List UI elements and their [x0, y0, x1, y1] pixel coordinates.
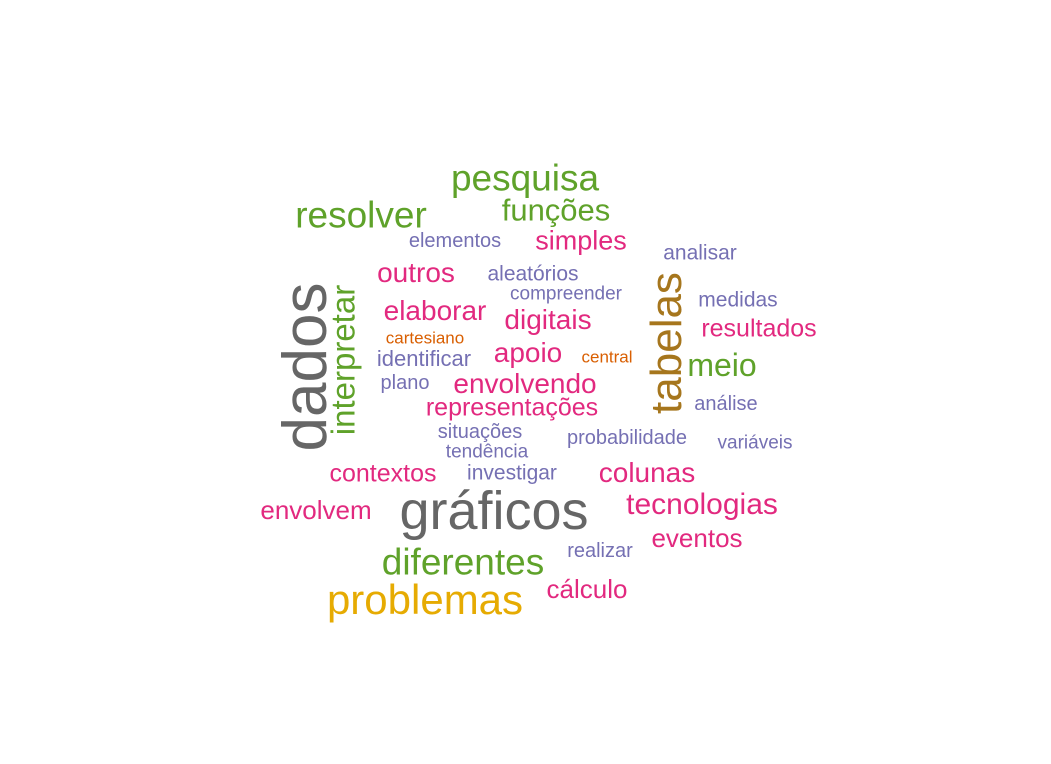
word-aleatorios: aleatórios — [487, 262, 579, 286]
word-meio: meio — [687, 347, 757, 383]
word-resultados: resultados — [701, 314, 817, 343]
word-plano: plano — [380, 372, 430, 394]
word-situacoes: situações — [437, 421, 523, 443]
word-envolvem: envolvem — [260, 495, 372, 525]
word-eventos: eventos — [651, 523, 743, 553]
word-analisar: analisar — [663, 241, 737, 265]
word-central: central — [581, 347, 633, 367]
word-investigar: investigar — [467, 461, 557, 485]
word-apoio: apoio — [493, 337, 563, 368]
word-contextos: contextos — [329, 459, 437, 488]
word-calculo: cálculo — [546, 574, 628, 604]
word-interpretar: interpretar — [324, 284, 362, 436]
word-pesquisa: pesquisa — [450, 157, 600, 199]
word-outros: outros — [377, 257, 455, 288]
word-compreender: compreender — [510, 283, 622, 305]
word-problemas: problemas — [326, 576, 524, 623]
word-analise: análise — [694, 393, 758, 415]
word-elementos: elementos — [408, 230, 502, 252]
word-probabilidade: probabilidade — [566, 427, 688, 449]
word-medidas: medidas — [698, 288, 778, 312]
word-resolver: resolver — [295, 194, 427, 236]
word-funcoes: funções — [501, 192, 611, 228]
word-tecnologias: tecnologias — [626, 488, 778, 521]
word-cartesiano: cartesiano — [385, 328, 465, 348]
word-identificar: identificar — [376, 346, 472, 371]
word-digitais: digitais — [504, 304, 592, 335]
word-tendencia: tendência — [445, 441, 529, 463]
word-tabelas: tabelas — [642, 272, 691, 414]
word-variaveis: variáveis — [717, 432, 793, 454]
word-envolvendo: envolvendo — [453, 368, 597, 399]
word-realizar: realizar — [567, 540, 633, 562]
word-diferentes: diferentes — [381, 541, 545, 583]
word-graficos: gráficos — [399, 481, 589, 541]
word-simples: simples — [535, 225, 627, 256]
word-colunas: colunas — [598, 457, 696, 488]
word-representacoes: representações — [425, 393, 599, 422]
word-elaborar: elaborar — [383, 295, 487, 326]
